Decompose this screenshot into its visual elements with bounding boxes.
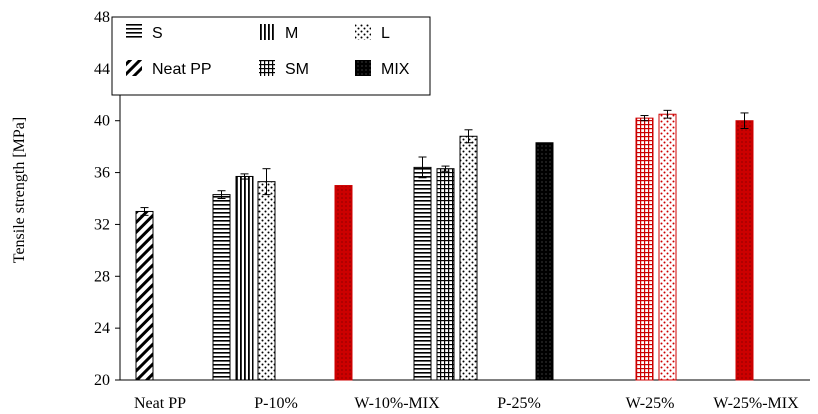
category-label: P-10% (254, 395, 298, 412)
bar-rect (212, 194, 231, 381)
legend-entry-mix: MIX (355, 60, 410, 78)
y-axis-label: Tensile strength [MPa] (11, 117, 28, 263)
legend-swatch (355, 60, 371, 76)
y-tick-label: 20 (94, 372, 110, 389)
legend-swatch (126, 60, 142, 76)
legend-label: L (381, 25, 390, 42)
bar-w-10-mix-l (459, 129, 478, 381)
bar-w-10-mix-mix (334, 185, 353, 381)
y-tick-label: 40 (94, 113, 110, 130)
legend-entry-s: S (126, 24, 163, 42)
legend-swatch (355, 24, 371, 40)
bar-rect (257, 181, 276, 381)
bar-w-25--sm (635, 115, 654, 381)
legend-swatch (259, 60, 275, 76)
bar-rect (436, 168, 455, 381)
y-tick-label: 28 (94, 268, 110, 285)
bar-p-10--m (235, 173, 254, 381)
category-labels: Neat PP P-10% W-10%-MIX P-25% W-25% W-25%-MIX (134, 395, 799, 412)
legend-label: MIX (381, 61, 410, 78)
legend-label: M (285, 25, 298, 42)
legend-label: Neat PP (152, 61, 212, 78)
legend-entry-sm: SM (259, 60, 309, 78)
bar-w-10-mix-s (413, 156, 432, 381)
category-label: W-25%-MIX (713, 395, 799, 412)
y-tick-label: 36 (94, 165, 110, 182)
bar-rect (135, 210, 154, 381)
legend-label: S (152, 25, 163, 42)
bar-rect (535, 142, 554, 381)
bar-rect (235, 175, 254, 381)
y-tick-label: 24 (94, 320, 110, 337)
legend-label: SM (285, 61, 309, 78)
legend-swatch (126, 24, 142, 40)
category-label: W-25% (626, 395, 675, 412)
y-tick-label: 32 (94, 216, 110, 233)
bar-p-10--s (212, 190, 231, 381)
legend-entry-m: M (259, 24, 298, 42)
category-label: W-10%-MIX (354, 395, 440, 412)
bar-rect (635, 117, 654, 381)
category-label: Neat PP (134, 395, 186, 412)
bar-rect (459, 135, 478, 381)
category-label: P-25% (497, 395, 541, 412)
bar-neat-pp-neatpp (135, 207, 154, 381)
legend-entry-neatpp: Neat PP (126, 60, 212, 78)
bar-p-10--l (257, 168, 276, 381)
bar-p-25--mix (535, 142, 554, 381)
y-tick-label: 44 (94, 61, 110, 78)
y-tick-label: 48 (94, 9, 110, 26)
y-axis-group: 20 24 28 32 36 40 44 48 Tensile strength [MPa] (11, 9, 810, 389)
bar-w-25--l (658, 109, 677, 381)
bar-w-10-mix-sm (436, 165, 455, 381)
bars-group (135, 109, 754, 381)
bar-rect (735, 120, 754, 381)
bar-rect (334, 185, 353, 381)
legend-entry-l: L (355, 24, 390, 42)
bar-rect (658, 113, 677, 381)
bar-rect (413, 166, 432, 381)
bar-w-25-mix-mix (735, 112, 754, 381)
legend-swatch (259, 24, 275, 40)
